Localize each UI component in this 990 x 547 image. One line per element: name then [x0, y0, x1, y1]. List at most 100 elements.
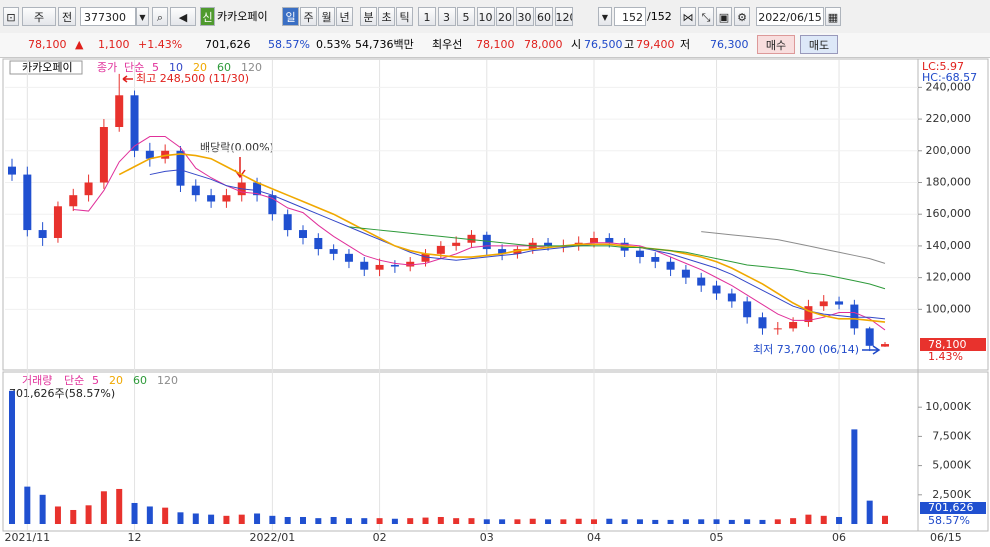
change: 1,100 [98, 38, 130, 51]
candle-body [406, 261, 415, 267]
tool-icon[interactable]: ⋈ [680, 7, 696, 26]
volume-bar [682, 519, 689, 524]
last-price-box [920, 338, 986, 351]
buy-button[interactable]: 매수 [757, 35, 795, 54]
unit-button[interactable]: 분 [360, 7, 377, 26]
candle-body [727, 293, 736, 302]
name-box [9, 60, 83, 75]
volume-ratio-label: 58.57% [928, 514, 970, 527]
candle-body [69, 195, 78, 207]
code-dropdown[interactable]: ▼ [136, 7, 149, 26]
interval-button[interactable]: 20 [496, 7, 514, 26]
volume-bar [575, 518, 582, 524]
candle-body [850, 304, 859, 329]
candle-body [681, 269, 690, 278]
candle-body [8, 166, 16, 175]
legend-entry: 10 [169, 61, 183, 74]
volume-bar [238, 514, 245, 524]
legend-entry: 20 [193, 61, 207, 74]
y-tick-label: 5,000K [932, 459, 971, 472]
volume-bar [391, 518, 398, 524]
candle-body [145, 150, 154, 159]
candle-body [865, 328, 874, 346]
dividend-annotation: 배당락(0.00%) [200, 141, 274, 154]
unit-button[interactable]: 틱 [396, 7, 413, 26]
code-input[interactable]: 377300 [80, 7, 136, 26]
y-tick-label: 240,000 [926, 80, 972, 93]
volume-bar [39, 494, 46, 524]
interval-button[interactable]: 120 [554, 7, 573, 26]
candle-body [605, 237, 614, 243]
low-annotation: 최저 73,700 (06/14) [753, 343, 859, 356]
period-select[interactable]: 주 [22, 7, 56, 26]
unit-button[interactable]: 년 [336, 7, 353, 26]
candle-body [314, 237, 323, 250]
volume-bar [652, 519, 659, 524]
candle-body [207, 195, 216, 202]
interval-button[interactable]: 5 [457, 7, 475, 26]
settings-icon[interactable]: ⚙ [734, 7, 750, 26]
x-tick-label: 06 [832, 531, 846, 544]
volume-bar [728, 519, 735, 524]
last-volume-box [920, 502, 986, 514]
high: 79,400 [636, 38, 675, 51]
volume-bar [254, 513, 261, 524]
menu-icon[interactable]: ⊡ [3, 7, 19, 26]
x-tick-label: 2022/01 [250, 531, 296, 544]
unit-button[interactable]: 주 [300, 7, 317, 26]
candle-body [436, 245, 445, 254]
date-input[interactable]: 2022/06/15 [756, 7, 824, 26]
volume-bar [223, 515, 230, 524]
sell-button[interactable]: 매도 [800, 35, 838, 54]
count-input[interactable]: 152 [614, 7, 646, 26]
high-label: 고 [624, 38, 635, 51]
volume-bar [805, 514, 812, 524]
candle-body [53, 206, 62, 238]
volume-bar [529, 518, 536, 524]
volume-bar [376, 518, 383, 524]
candle-body [191, 185, 200, 196]
sound-icon[interactable]: ◀ [170, 7, 196, 26]
candle-body [283, 214, 292, 231]
interval-button[interactable]: 60 [535, 7, 553, 26]
calendar-icon[interactable]: ▦ [825, 7, 841, 26]
candle-body [99, 127, 108, 183]
interval-button[interactable]: 1 [418, 7, 436, 26]
volume-bar [636, 519, 643, 524]
candle-body [544, 242, 553, 246]
save-icon[interactable]: ▣ [716, 7, 732, 26]
unit-button[interactable]: 초 [378, 7, 395, 26]
count-dropdown[interactable]: ▼ [598, 7, 612, 26]
interval-button[interactable]: 3 [437, 7, 456, 26]
volume-bar [70, 509, 77, 524]
unit-button[interactable]: 일 [282, 7, 299, 26]
candle-body [268, 195, 277, 215]
volume-bar [24, 486, 31, 524]
volume-bar [192, 513, 199, 524]
tool-icon[interactable]: ⤡ [698, 7, 714, 26]
x-tick-label: 04 [587, 531, 601, 544]
lc-label: LC:5.97 [922, 60, 964, 73]
unit-button[interactable]: 월 [318, 7, 335, 26]
volume-bar [315, 518, 322, 524]
high-arrow [122, 75, 133, 83]
change-pct: +1.43% [138, 38, 183, 51]
last-price: 78,100 [928, 338, 967, 351]
ma-line [149, 169, 886, 320]
volume-bar [422, 517, 429, 524]
candle-body [375, 264, 384, 270]
interval-button[interactable]: 10 [476, 7, 495, 26]
candle-body [130, 95, 139, 151]
candle-body [467, 234, 476, 243]
volume-bar [9, 390, 15, 524]
interval-button[interactable]: 30 [515, 7, 534, 26]
candle-body [253, 182, 262, 196]
volume-bar [85, 505, 92, 524]
prev-button[interactable]: 전 [58, 7, 76, 26]
legend-entry: 60 [133, 374, 147, 387]
candle-body [666, 261, 675, 270]
candle-body [222, 195, 231, 202]
candle-body [38, 230, 47, 238]
search-icon[interactable]: ⌕ [152, 7, 168, 26]
